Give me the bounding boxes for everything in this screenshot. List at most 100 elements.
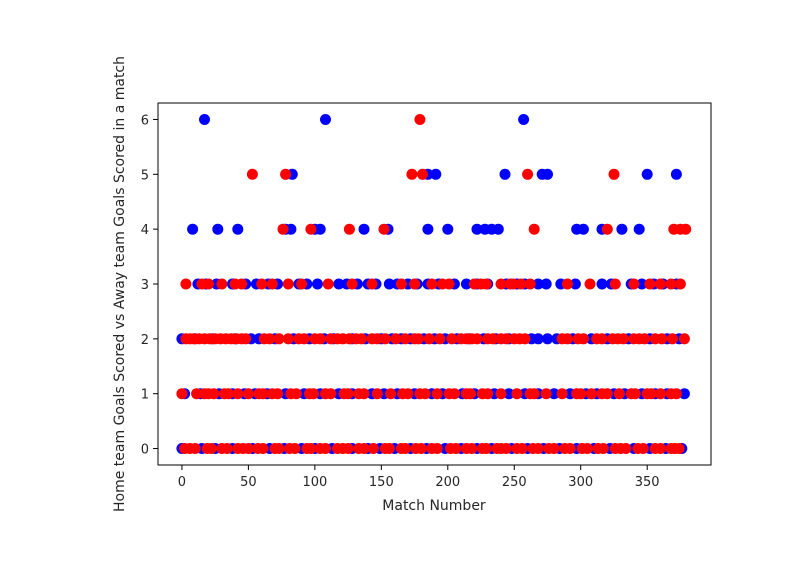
data-point [257, 388, 269, 400]
data-point [358, 388, 370, 400]
data-point [314, 223, 326, 235]
data-point [561, 278, 573, 290]
data-point [256, 278, 268, 290]
data-point [540, 388, 552, 400]
data-point [355, 333, 367, 345]
data-point [378, 223, 390, 235]
data-point [367, 443, 379, 454]
data-point [500, 333, 512, 345]
data-point [383, 443, 395, 454]
data-point [240, 333, 252, 345]
data-point [298, 333, 310, 345]
data-point [548, 388, 560, 400]
data-point [443, 278, 455, 290]
data-point [422, 223, 434, 235]
data-point [342, 443, 354, 454]
data-point [320, 443, 331, 454]
data-point [466, 443, 478, 454]
data-point [399, 333, 411, 345]
x-tick-label: 200 [435, 475, 460, 490]
data-point [333, 278, 345, 290]
data-point [532, 278, 544, 290]
data-point [236, 278, 248, 290]
data-point [464, 388, 476, 400]
data-point [674, 278, 686, 290]
data-point [434, 333, 446, 345]
data-point [426, 278, 438, 290]
x-tick-label: 250 [502, 475, 527, 490]
data-point [272, 388, 284, 400]
data-point [666, 333, 678, 345]
data-point [358, 223, 370, 235]
data-point [199, 114, 210, 125]
data-point [342, 388, 354, 400]
y-tick-label: 6 [141, 113, 149, 128]
data-point [680, 223, 692, 235]
data-point [189, 443, 201, 454]
data-point [532, 333, 544, 345]
data-point [257, 443, 269, 454]
axis-ticks: 0 50 100 150 200 250 300 350 0 1 2 3 4 5 6 [141, 113, 660, 490]
data-point [308, 388, 319, 400]
data-point [641, 168, 653, 180]
data-point [645, 388, 657, 400]
data-point [395, 278, 407, 290]
data-point [383, 278, 395, 290]
data-point [596, 333, 608, 345]
data-point [187, 223, 199, 235]
y-tick-label: 4 [141, 223, 149, 238]
data-point [423, 333, 435, 345]
data-point [282, 333, 294, 345]
data-point [343, 223, 355, 235]
data-point [542, 333, 553, 345]
data-point [419, 388, 431, 400]
data-point [314, 333, 326, 345]
data-point [601, 388, 613, 400]
data-point [289, 443, 301, 454]
data-point [500, 443, 512, 454]
data-point [561, 333, 573, 345]
data-point [285, 223, 297, 235]
data-point [431, 443, 443, 454]
data-point [608, 168, 620, 180]
data-point [266, 278, 278, 290]
data-point [507, 278, 519, 290]
data-point [212, 223, 224, 235]
data-point [203, 278, 214, 290]
data-point [655, 278, 666, 290]
x-axis-label: Match Number [382, 498, 486, 514]
data-point [670, 388, 682, 400]
data-point [519, 333, 531, 345]
data-point [371, 388, 383, 400]
data-point [446, 333, 458, 345]
data-point [385, 388, 397, 400]
data-point [577, 223, 589, 235]
x-tick-label: 100 [302, 475, 327, 490]
data-point [431, 388, 443, 400]
data-point [516, 443, 528, 454]
data-point [305, 223, 317, 235]
data-point [564, 443, 576, 454]
data-point [542, 168, 553, 180]
data-point [417, 168, 428, 180]
data-point [655, 388, 666, 400]
data-point [180, 278, 192, 290]
data-point [223, 388, 234, 400]
data-point [637, 443, 649, 454]
y-axis-label: Home team Goals Scored vs Away team Goal… [112, 56, 128, 512]
data-point [492, 223, 504, 235]
data-point [528, 388, 540, 400]
data-point [264, 333, 276, 345]
y-tick-label: 2 [141, 333, 149, 348]
data-point [460, 278, 472, 290]
data-point [450, 443, 462, 454]
y-tick-label: 3 [141, 278, 149, 293]
data-point [585, 388, 597, 400]
data-point [522, 168, 534, 180]
data-point [617, 333, 629, 345]
data-point [480, 278, 492, 290]
data-point [616, 223, 628, 235]
data-point [639, 333, 650, 345]
data-point [305, 443, 317, 454]
data-point [575, 388, 587, 400]
